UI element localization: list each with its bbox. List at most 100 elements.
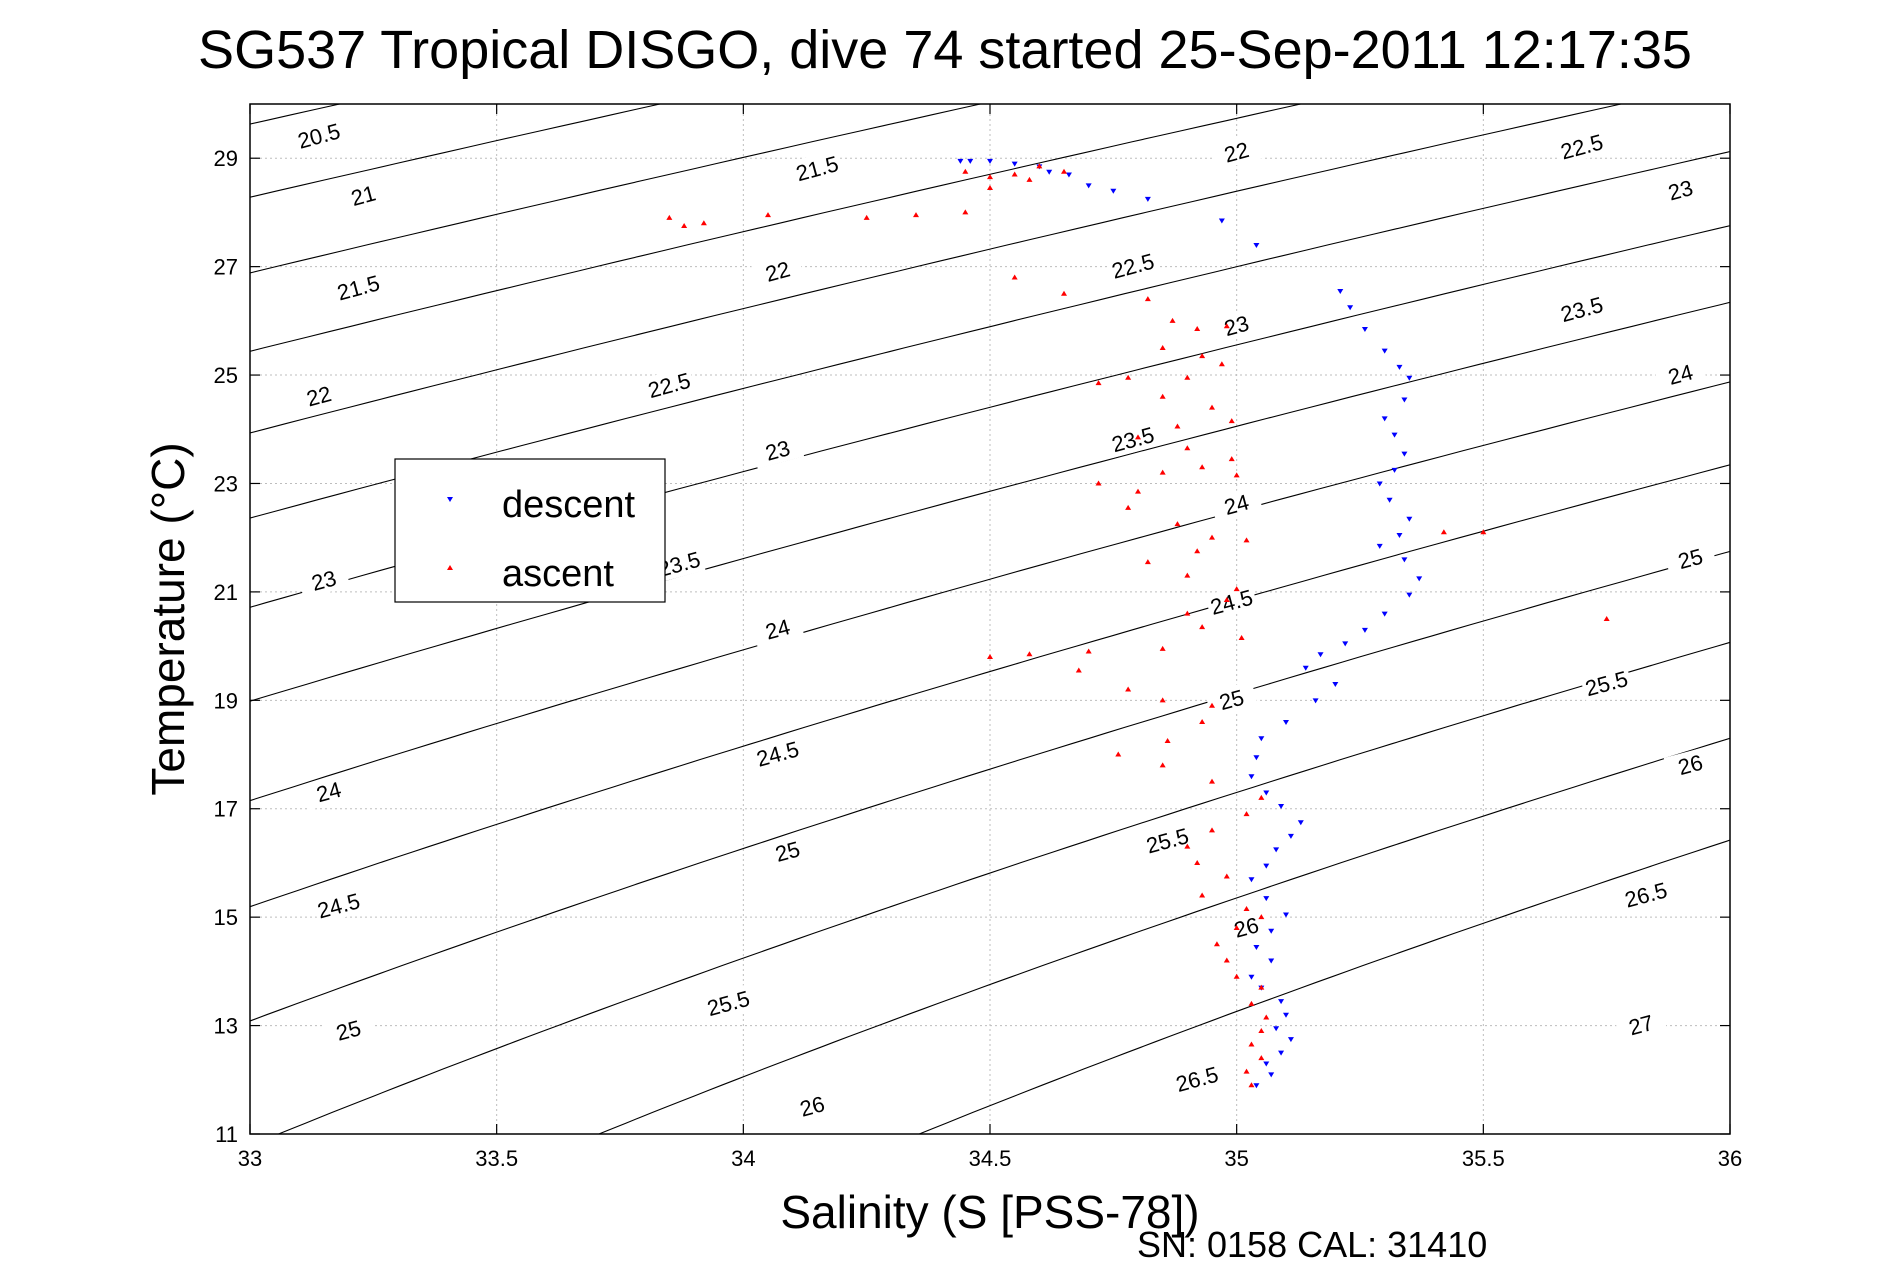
descent-point	[1381, 611, 1388, 617]
ascent-point	[1184, 610, 1191, 616]
contour-label: 22	[1209, 133, 1263, 171]
ascent-point	[1258, 1055, 1265, 1061]
ascent-point	[1194, 325, 1201, 331]
ascent-point	[1209, 702, 1215, 708]
descent-point	[1312, 698, 1319, 704]
ascent-point	[666, 214, 673, 220]
ascent-point	[1248, 1041, 1255, 1047]
ascent-point	[1144, 559, 1151, 565]
descent-point	[1283, 1012, 1289, 1018]
contour-label: 23	[751, 431, 805, 469]
legend-ascent-label: ascent	[502, 553, 614, 595]
contour-label-text: 25.5	[704, 986, 752, 1021]
legend-ascent-marker	[447, 565, 453, 570]
contour-label-bg	[751, 252, 805, 290]
descent-point	[1263, 790, 1270, 796]
ascent-point	[1174, 521, 1181, 527]
contour-label-bg	[1614, 1005, 1668, 1044]
contour-label-bg	[302, 772, 356, 811]
contour-label: 21	[336, 176, 390, 214]
descent-point	[1263, 1061, 1270, 1067]
descent-point	[1263, 863, 1270, 869]
contour-label-text: 22.5	[1109, 249, 1157, 284]
contour-label: 23	[297, 561, 351, 599]
ascent-point	[962, 168, 969, 174]
ascent-point	[1258, 914, 1265, 920]
contour-label: 20.5	[292, 116, 346, 155]
ascent-point	[1061, 168, 1067, 174]
descent-point	[1396, 532, 1403, 538]
ascent-point	[1248, 1082, 1255, 1088]
descent-point	[1297, 820, 1304, 826]
descent-point	[1332, 682, 1339, 688]
descent-point	[967, 158, 974, 164]
descent-point	[1401, 451, 1408, 457]
contour-label-bg	[321, 1011, 375, 1049]
contour-label-bg	[292, 116, 346, 155]
descent-point	[1218, 218, 1225, 224]
contour-label: 27	[1614, 1005, 1668, 1044]
ascent-point	[1036, 163, 1043, 169]
descent-point	[1391, 432, 1398, 438]
ascent-point	[863, 214, 870, 220]
x-tick-label: 33	[238, 1146, 262, 1171]
ascent-point	[1085, 648, 1092, 654]
ascent-point	[1199, 892, 1206, 898]
contour-label: 24	[1653, 355, 1707, 393]
contour-label-bg	[1204, 680, 1259, 719]
descent-point	[1046, 169, 1053, 175]
descent-point	[1406, 592, 1413, 598]
ascent-point	[1169, 317, 1176, 323]
ascent-point	[1223, 957, 1230, 963]
ascent-point	[1199, 624, 1206, 630]
contour-label-bg	[1209, 133, 1263, 171]
contour-label: 24.5	[311, 886, 366, 925]
descent-point	[1085, 183, 1092, 189]
x-tick-label: 36	[1718, 1146, 1742, 1171]
descent-point	[1110, 188, 1117, 194]
ascent-point	[1243, 1068, 1250, 1074]
descent-point	[1391, 467, 1398, 473]
contour-label-bg	[1140, 821, 1194, 860]
descent-point	[1361, 627, 1368, 633]
descent-point	[1401, 557, 1408, 563]
descent-point	[1263, 896, 1270, 902]
descent-point	[1347, 305, 1354, 311]
descent-point	[1144, 196, 1151, 202]
y-tick-label: 19	[214, 688, 238, 713]
contour-label-bg	[1619, 875, 1673, 914]
contour-label: 21.5	[790, 149, 844, 187]
ascent-point	[913, 212, 919, 218]
legend-descent-marker	[447, 497, 453, 502]
ascent-point	[1218, 361, 1225, 367]
contour-label-bg	[790, 149, 844, 187]
contour-label: 25.5	[1579, 664, 1633, 702]
contour-label-bg	[701, 984, 755, 1022]
contour-label-bg	[1209, 306, 1263, 345]
contour-label: 26	[785, 1087, 839, 1125]
ascent-point	[1238, 634, 1245, 640]
contour-label: 25.5	[1140, 821, 1194, 860]
descent-point	[1361, 326, 1368, 332]
contour-label: 23.5	[1106, 420, 1160, 458]
ascent-point	[1159, 469, 1166, 475]
contour-label-text: 20.5	[295, 118, 343, 153]
contour-line	[250, 151, 1730, 519]
ascent-point	[1258, 984, 1265, 990]
x-tick-label: 35	[1224, 1146, 1248, 1171]
y-tick-label: 11	[215, 1122, 238, 1147]
descent-point	[1381, 416, 1388, 422]
contour-label-bg	[1209, 485, 1263, 523]
ascent-point	[1213, 941, 1220, 947]
grid-layer	[250, 104, 1730, 1135]
ascent-point	[1159, 697, 1166, 703]
contour-label: 22	[292, 377, 346, 415]
ascent-point	[1135, 434, 1141, 440]
ascent-point	[987, 174, 993, 180]
contour-label-bg	[1106, 420, 1160, 458]
contour-label-bg	[1663, 745, 1717, 784]
contour-line	[250, 104, 343, 125]
ascent-point	[1209, 827, 1215, 833]
ascent-point	[1135, 488, 1141, 494]
